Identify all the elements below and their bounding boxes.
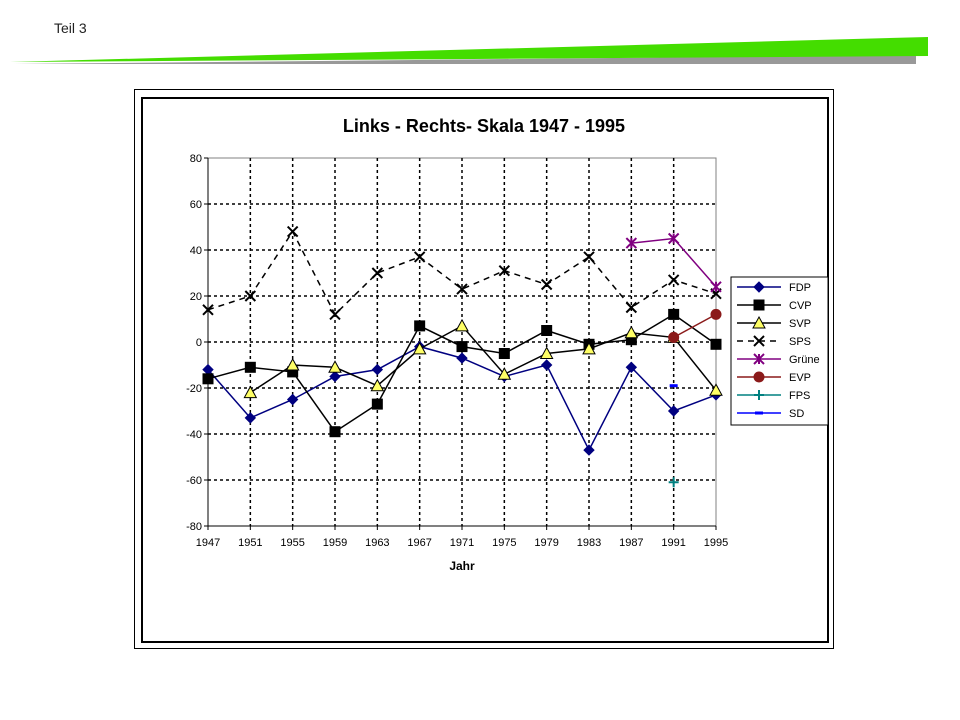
legend-label-fps: FPS [789, 390, 810, 402]
y-tick-label: -20 [186, 383, 202, 395]
data-point-sps [583, 251, 595, 263]
page-label: Teil 3 [54, 20, 87, 36]
data-point-svp [243, 385, 258, 399]
y-tick-label: 0 [196, 337, 202, 349]
data-point-fdp [329, 370, 341, 383]
legend-marker-evp [753, 371, 765, 383]
y-tick-label: 40 [190, 245, 202, 257]
data-point-grne [667, 232, 680, 245]
x-tick-label: 1947 [196, 537, 220, 549]
x-tick-label: 1983 [577, 537, 601, 549]
x-axis-label: Jahr [449, 559, 475, 573]
x-tick-label: 1951 [238, 537, 262, 549]
x-tick-label: 1979 [534, 537, 558, 549]
data-point-cvp [244, 361, 256, 373]
data-point-cvp [668, 308, 680, 320]
legend-label-sd: SD [789, 408, 804, 420]
data-point-cvp [414, 320, 426, 332]
data-point-svp [285, 357, 300, 371]
data-point-cvp [371, 398, 383, 410]
legend-marker-sd [755, 411, 763, 415]
data-point-cvp [202, 373, 214, 385]
data-point-svp [624, 325, 639, 339]
data-point-sd [669, 384, 678, 388]
legend-marker-cvp [753, 299, 765, 311]
data-point-sps [456, 283, 468, 295]
legend-marker-fdp [753, 281, 765, 293]
y-tick-label: 80 [190, 153, 202, 165]
legend-marker-grne [753, 353, 765, 365]
data-point-sps [286, 225, 299, 238]
data-point-evp [710, 308, 722, 320]
x-tick-label: 1995 [704, 537, 728, 549]
legend-label-svp: SVP [789, 318, 811, 330]
legend-marker-svp [752, 315, 766, 329]
data-point-sps [625, 301, 638, 314]
data-point-svp [539, 346, 554, 359]
chart-title: Links - Rechts- Skala 1947 - 1995 [343, 116, 625, 136]
series-line-svp [249, 324, 717, 394]
data-point-sps [413, 251, 426, 263]
data-point-svp [328, 360, 342, 373]
legend-label-sps: SPS [789, 336, 811, 348]
legend-label-grne: Grüne [789, 354, 820, 366]
data-point-sps [540, 278, 553, 291]
legend-label-cvp: CVP [789, 300, 812, 312]
data-point-cvp [541, 325, 553, 336]
x-tick-label: 1959 [323, 537, 347, 549]
y-tick-label: 20 [190, 291, 202, 303]
data-point-svp [455, 318, 469, 332]
y-tick-label: -60 [186, 475, 202, 487]
data-point-fdp [371, 363, 384, 376]
legend-box [730, 276, 829, 426]
data-point-sps [202, 304, 214, 316]
legend-label-fdp: FDP [789, 282, 811, 294]
x-tick-label: 1963 [365, 537, 389, 549]
x-tick-label: 1967 [407, 537, 431, 549]
data-point-cvp [329, 426, 341, 438]
data-point-grne [710, 281, 722, 293]
data-point-cvp [498, 348, 510, 359]
series-line-evp [673, 313, 717, 339]
data-point-sps [498, 264, 511, 277]
data-point-fdp [244, 412, 257, 424]
header-bar-green [10, 37, 928, 62]
x-tick-label: 1955 [280, 537, 304, 549]
data-point-fdp [583, 444, 595, 456]
data-point-fps [668, 477, 679, 488]
data-point-sps [667, 274, 680, 286]
data-point-svp [370, 378, 385, 392]
data-point-svp [497, 367, 512, 380]
data-point-evp [668, 331, 680, 343]
data-point-grne [625, 237, 638, 249]
legend-label-evp: EVP [789, 372, 811, 384]
x-tick-label: 1975 [492, 537, 516, 549]
data-point-svp [709, 383, 723, 396]
data-point-sps [244, 290, 257, 302]
header-accent-bar [10, 37, 928, 64]
data-point-cvp [710, 338, 722, 350]
data-point-sps [371, 267, 384, 279]
legend-marker-sps [753, 335, 765, 347]
data-point-cvp [456, 341, 468, 353]
x-tick-label: 1991 [661, 537, 685, 549]
data-point-svp [412, 341, 427, 355]
y-tick-label: -80 [186, 521, 202, 533]
y-tick-label: -40 [186, 429, 202, 441]
data-point-fdp [625, 361, 638, 374]
x-tick-label: 1971 [450, 537, 474, 549]
data-point-fdp [456, 352, 468, 364]
data-point-sps [329, 308, 341, 321]
data-point-fdp [540, 359, 553, 371]
y-tick-label: 60 [190, 199, 202, 211]
legend-marker-fps [754, 390, 764, 400]
data-point-fdp [286, 393, 299, 406]
data-point-svp [582, 341, 596, 355]
data-point-fdp [667, 405, 680, 417]
x-tick-label: 1987 [619, 537, 643, 549]
